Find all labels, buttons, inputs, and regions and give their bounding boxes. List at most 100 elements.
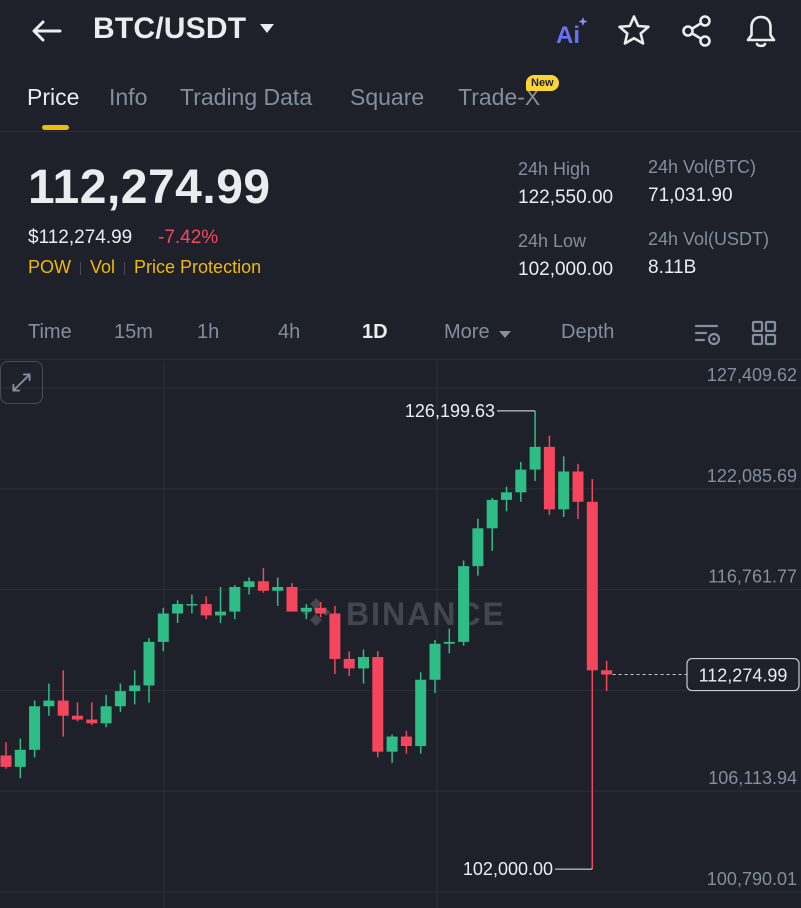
candle-up — [501, 492, 512, 500]
pair-dropdown-caret-icon[interactable] — [260, 24, 274, 33]
candle-down — [72, 715, 83, 720]
candle-up — [143, 641, 155, 686]
y-axis-tick-label: 116,761.77 — [708, 567, 797, 587]
y-axis-tick-label: 127,409.62 — [707, 365, 797, 385]
vol-btc-value: 71,031.90 — [648, 185, 733, 206]
tab-square[interactable]: Square — [350, 84, 425, 110]
depth-tab[interactable]: Depth — [561, 321, 615, 343]
watermark-text: BINANCE — [346, 596, 506, 632]
ai-icon[interactable]: Ai — [552, 12, 590, 50]
active-tab-indicator — [42, 125, 69, 130]
candle-down — [257, 581, 269, 591]
candle-down — [0, 755, 12, 767]
tab-trading-data[interactable]: Trading Data — [180, 84, 313, 110]
candle-up — [458, 566, 470, 642]
candle-up — [243, 581, 255, 587]
candle-up — [415, 679, 427, 747]
candle-up — [443, 641, 455, 644]
interval-1d[interactable]: 1D — [362, 321, 388, 343]
candlestick-chart[interactable]: BINANCE 127,409.62 122,085.69 116,761.77 10… — [0, 361, 801, 908]
expand-icon[interactable] — [0, 361, 43, 404]
tag-price-protection[interactable]: Price Protection — [134, 257, 262, 277]
candle-up — [157, 613, 169, 642]
price-change-percent: -7.42% — [158, 227, 219, 248]
candle-up — [429, 643, 441, 680]
candle-down — [601, 670, 613, 675]
trading-pair-title[interactable]: BTC/USDT — [93, 12, 247, 45]
top-bar: BTC/USDT Ai — [0, 0, 801, 62]
back-arrow-icon[interactable] — [26, 12, 66, 50]
candle-down — [586, 501, 598, 671]
candle-up — [114, 691, 126, 707]
candle-down — [315, 607, 327, 614]
candle-up — [43, 700, 55, 707]
vol-btc-label: 24h Vol(BTC) — [648, 157, 757, 177]
interval-1h[interactable]: 1h — [197, 321, 220, 343]
candle-up — [272, 586, 284, 591]
tag-divider — [80, 261, 81, 275]
candle-up — [14, 749, 26, 767]
tab-price[interactable]: Price — [27, 84, 80, 110]
candle-up — [100, 706, 112, 724]
candle-up — [358, 657, 369, 669]
candle-up — [472, 528, 484, 567]
new-badge: New — [526, 75, 559, 91]
tag-vol[interactable]: Vol — [90, 257, 116, 277]
candle-down — [286, 586, 298, 612]
candle-down — [343, 658, 355, 669]
candle-up — [386, 736, 398, 752]
current-price-label[interactable]: 112,274.99 — [699, 666, 788, 686]
asset-tags: POW Vol Price Protection — [28, 257, 261, 278]
y-axis-tick-label: 122,085.69 — [707, 466, 797, 486]
candle-up — [529, 446, 541, 470]
candle-down — [329, 613, 341, 659]
candle-up — [229, 586, 241, 612]
interval-4h[interactable]: 4h — [278, 321, 301, 343]
ai-icon-label: Ai — [556, 22, 580, 49]
interval-15m[interactable]: 15m — [114, 321, 153, 343]
candle-down — [543, 446, 555, 510]
grid-layout-icon[interactable] — [750, 319, 778, 347]
candle-up — [515, 469, 527, 493]
interval-time[interactable]: Time — [28, 321, 72, 343]
candle-down — [86, 719, 98, 724]
candle-down — [572, 471, 584, 502]
usd-price: $112,274.99 — [28, 227, 133, 248]
bell-icon[interactable] — [742, 12, 780, 50]
current-price-box[interactable] — [686, 657, 800, 692]
high-24h-label: 24h High — [518, 159, 591, 179]
candle-down — [400, 736, 412, 747]
star-icon[interactable] — [615, 12, 653, 50]
y-axis-tick-label: 106,113.94 — [708, 768, 797, 788]
interval-bar: Time 15m 1h 4h 1D More Depth — [0, 305, 801, 360]
section-tabs: Price Info Trading Data Square Trade-X N… — [0, 62, 801, 132]
share-icon[interactable] — [678, 12, 716, 50]
interval-more[interactable]: More — [444, 321, 490, 343]
more-caret-icon — [499, 331, 511, 338]
candle-up — [215, 611, 226, 616]
candle-up — [172, 604, 184, 614]
candle-down — [372, 657, 384, 752]
low-24h-value: 102,000.00 — [518, 259, 614, 280]
candle-up — [486, 499, 498, 529]
candle-down — [200, 604, 212, 616]
candle-up — [29, 706, 41, 750]
candle-down — [57, 700, 69, 716]
chart-canvas: BINANCE 127,409.62 122,085.69 116,761.77 10… — [0, 361, 801, 908]
vol-usdt-label: 24h Vol(USDT) — [648, 229, 770, 249]
last-price: 112,274.99 — [28, 161, 271, 214]
tag-pow[interactable]: POW — [28, 257, 71, 277]
candle-up — [186, 604, 198, 606]
candle-up — [129, 685, 141, 692]
candle-up — [558, 471, 570, 510]
vol-usdt-value: 8.11B — [648, 257, 697, 278]
low-24h-label: 24h Low — [518, 231, 587, 251]
high-24h-value: 122,550.00 — [518, 187, 614, 208]
tag-divider — [124, 261, 126, 275]
min-price-label: 102,000.00 — [463, 859, 553, 879]
tab-info[interactable]: Info — [109, 84, 148, 110]
y-axis-tick-label: 100,790.01 — [707, 869, 797, 889]
candle-up — [300, 607, 312, 612]
max-price-label: 126,199.63 — [405, 401, 495, 421]
chart-settings-icon[interactable] — [693, 319, 723, 349]
